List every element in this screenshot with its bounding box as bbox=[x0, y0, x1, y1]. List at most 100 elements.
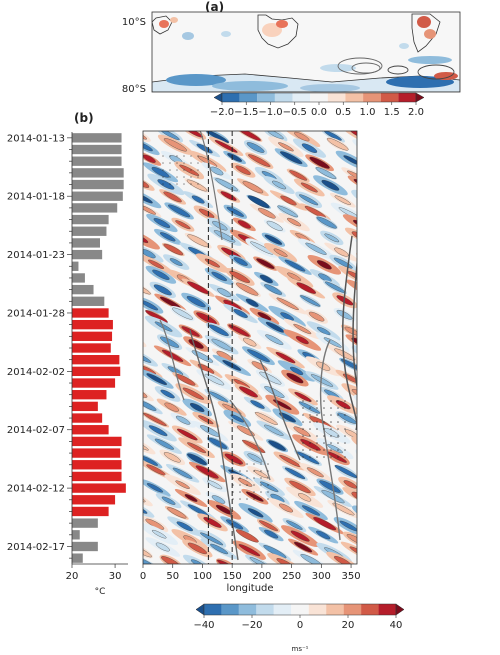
wave-anomaly-core bbox=[265, 334, 284, 345]
wave-anomaly-core bbox=[332, 502, 355, 516]
wave-anomaly-core bbox=[365, 205, 384, 218]
wave-anomaly-core bbox=[239, 386, 258, 398]
wave-anomaly-core bbox=[280, 195, 297, 206]
colorbar-segment bbox=[292, 93, 311, 102]
temperature-bar bbox=[72, 308, 109, 318]
temperature-bar bbox=[72, 390, 107, 400]
wave-anomaly-core bbox=[301, 143, 318, 153]
colorbar-tick-label: 0.5 bbox=[335, 107, 351, 118]
wave-anomaly-core bbox=[257, 207, 276, 219]
wave-anomaly-core bbox=[247, 195, 270, 209]
wave-anomaly-core bbox=[343, 155, 357, 166]
wave-anomaly-core bbox=[210, 166, 224, 176]
hovmoller-diagram: 0 50 100 150 200 250 300 350 longitude bbox=[127, 130, 393, 594]
colorbar-extend-low bbox=[195, 603, 205, 616]
colorbar-segment bbox=[398, 93, 416, 102]
wave-anomaly-core bbox=[152, 269, 170, 280]
colorbar-segment bbox=[273, 604, 292, 615]
wave-anomaly-core bbox=[353, 219, 357, 228]
panel-a-colorbar bbox=[213, 92, 425, 103]
wave-anomaly-core bbox=[357, 285, 372, 295]
wave-anomaly-core bbox=[190, 559, 205, 564]
wave-anomaly-core bbox=[280, 312, 294, 321]
wave-anomaly-core bbox=[299, 194, 319, 206]
temperature-bar bbox=[72, 366, 121, 377]
wave-anomaly-core bbox=[273, 399, 292, 410]
wave-anomaly-outer bbox=[143, 501, 155, 518]
colorbar-segment bbox=[380, 93, 399, 102]
wave-anomaly-core bbox=[259, 520, 278, 532]
wave-anomaly-core bbox=[175, 480, 190, 489]
colorbar-segment bbox=[343, 604, 362, 615]
temperature-bar bbox=[72, 284, 94, 295]
wave-anomaly-core bbox=[296, 282, 316, 294]
wave-anomaly-core bbox=[242, 181, 264, 194]
colorbar-segment bbox=[257, 93, 275, 102]
wave-anomaly-outer bbox=[355, 449, 357, 466]
wave-anomaly-core bbox=[284, 467, 306, 480]
wave-anomaly-core bbox=[339, 520, 357, 532]
wave-anomaly-core bbox=[358, 450, 380, 465]
temperature-bar bbox=[72, 261, 79, 271]
colorbar-unit: ms⁻¹ bbox=[292, 645, 309, 653]
wave-anomaly-outer bbox=[360, 463, 391, 484]
wave-anomaly-core bbox=[248, 154, 271, 167]
wave-anomaly-core bbox=[143, 400, 157, 411]
wave-anomaly-core bbox=[177, 428, 198, 441]
date-tick-label: 2014-02-02 bbox=[7, 367, 65, 378]
wave-anomaly-core bbox=[357, 439, 374, 451]
temperature-bar bbox=[72, 226, 107, 236]
wave-anomaly-core bbox=[159, 232, 176, 242]
panel-a-label: (a) bbox=[205, 0, 224, 14]
colorbar-tick-label: 2.0 bbox=[408, 107, 424, 118]
wave-anomaly-core bbox=[351, 231, 357, 240]
longitude-tick-label: 100 bbox=[193, 571, 212, 582]
wave-anomaly-core bbox=[226, 206, 244, 217]
wave-anomaly-outer bbox=[143, 385, 154, 402]
panel-b-label: (b) bbox=[74, 111, 94, 125]
wave-anomaly-core bbox=[143, 205, 156, 215]
wave-anomaly-core bbox=[278, 142, 294, 152]
wave-anomaly-core bbox=[127, 335, 142, 345]
wave-anomaly-core bbox=[364, 465, 388, 481]
wave-anomaly-core bbox=[172, 307, 193, 320]
wave-anomaly-core bbox=[334, 247, 349, 257]
panel-b-colorbar bbox=[195, 603, 405, 616]
colorbar-segment bbox=[345, 93, 364, 102]
colorbar-segment bbox=[361, 604, 379, 615]
wave-anomaly-core bbox=[213, 230, 236, 243]
wave-anomaly-core bbox=[315, 167, 337, 179]
colorbar-extend-high bbox=[415, 92, 425, 103]
wave-anomaly-core bbox=[151, 529, 167, 539]
wave-anomaly-core bbox=[264, 234, 283, 245]
colorbar-segment bbox=[256, 604, 274, 615]
longitude-tick-label: 200 bbox=[252, 571, 271, 582]
wave-anomaly-core bbox=[215, 504, 233, 515]
wave-anomaly-core bbox=[210, 543, 229, 555]
lat-label-80s: 80°S bbox=[122, 84, 146, 95]
australia-outline bbox=[257, 14, 299, 49]
wave-anomaly-outer bbox=[355, 198, 393, 224]
wave-anomaly-core bbox=[300, 182, 318, 193]
hovmoller-field bbox=[127, 131, 393, 564]
wave-anomaly-outer bbox=[341, 383, 357, 406]
wave-anomaly-core bbox=[304, 206, 326, 218]
wave-anomaly-core bbox=[211, 271, 227, 281]
colorbar-segment bbox=[204, 604, 222, 615]
wave-anomaly-core bbox=[359, 509, 374, 519]
wave-anomaly-outer bbox=[356, 252, 357, 272]
temperature-bar bbox=[72, 319, 113, 330]
date-tick-label: 2014-01-13 bbox=[7, 133, 65, 144]
lat-label-10s: 10°S bbox=[122, 17, 146, 28]
temperature-bar-chart bbox=[72, 133, 126, 563]
wave-anomaly-core bbox=[273, 248, 288, 257]
wave-anomaly-core bbox=[211, 338, 232, 351]
wave-anomaly-core bbox=[211, 495, 226, 504]
wave-anomaly-core bbox=[278, 503, 294, 513]
wave-anomaly-core bbox=[266, 220, 283, 231]
temperature-bar bbox=[72, 530, 80, 540]
wave-anomaly-core bbox=[357, 348, 373, 359]
wave-anomaly-core bbox=[247, 349, 270, 363]
wave-anomaly-core bbox=[318, 273, 332, 282]
